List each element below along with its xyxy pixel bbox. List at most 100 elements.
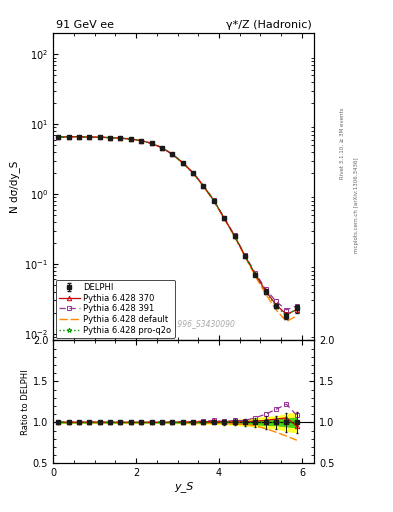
- Pythia 6.428 pro-q2o: [77, 134, 81, 140]
- Pythia 6.428 370: [180, 160, 185, 166]
- Pythia 6.428 391: [274, 298, 278, 305]
- Text: 91 GeV ee: 91 GeV ee: [56, 20, 114, 30]
- Pythia 6.428 370: [77, 134, 81, 140]
- Pythia 6.428 pro-q2o: [242, 253, 247, 259]
- X-axis label: y_S: y_S: [174, 481, 193, 492]
- Pythia 6.428 pro-q2o: [108, 135, 112, 141]
- Pythia 6.428 370: [263, 288, 268, 294]
- Pythia 6.428 391: [108, 135, 112, 141]
- Pythia 6.428 370: [139, 138, 143, 144]
- Pythia 6.428 default: [274, 307, 278, 313]
- Pythia 6.428 default: [191, 170, 195, 176]
- Pythia 6.428 default: [77, 134, 81, 140]
- Pythia 6.428 pro-q2o: [149, 140, 154, 146]
- Pythia 6.428 370: [56, 134, 61, 140]
- Pythia 6.428 pro-q2o: [191, 170, 195, 176]
- Line: Pythia 6.428 370: Pythia 6.428 370: [56, 135, 299, 316]
- Pythia 6.428 370: [294, 307, 299, 313]
- Line: Pythia 6.428 pro-q2o: Pythia 6.428 pro-q2o: [56, 134, 299, 318]
- Pythia 6.428 391: [77, 134, 81, 140]
- Pythia 6.428 391: [263, 286, 268, 292]
- Pythia 6.428 370: [66, 134, 71, 140]
- Pythia 6.428 pro-q2o: [87, 134, 92, 140]
- Pythia 6.428 391: [180, 159, 185, 165]
- Pythia 6.428 pro-q2o: [129, 136, 133, 142]
- Legend: DELPHI, Pythia 6.428 370, Pythia 6.428 391, Pythia 6.428 default, Pythia 6.428 p: DELPHI, Pythia 6.428 370, Pythia 6.428 3…: [55, 280, 174, 338]
- Pythia 6.428 370: [160, 144, 164, 151]
- Pythia 6.428 370: [201, 183, 206, 189]
- Pythia 6.428 391: [253, 270, 258, 276]
- Pythia 6.428 default: [149, 140, 154, 146]
- Pythia 6.428 370: [108, 135, 112, 141]
- Pythia 6.428 391: [201, 182, 206, 188]
- Pythia 6.428 391: [160, 144, 164, 151]
- Line: Pythia 6.428 default: Pythia 6.428 default: [58, 137, 297, 322]
- Pythia 6.428 370: [253, 271, 258, 278]
- Pythia 6.428 pro-q2o: [274, 303, 278, 309]
- Pythia 6.428 default: [97, 134, 102, 140]
- Pythia 6.428 391: [139, 138, 143, 144]
- Pythia 6.428 391: [66, 134, 71, 140]
- Pythia 6.428 370: [87, 134, 92, 140]
- Pythia 6.428 default: [160, 145, 164, 151]
- Pythia 6.428 pro-q2o: [284, 313, 289, 319]
- Pythia 6.428 pro-q2o: [160, 145, 164, 151]
- Pythia 6.428 391: [242, 252, 247, 258]
- Pythia 6.428 default: [253, 273, 258, 279]
- Pythia 6.428 pro-q2o: [253, 271, 258, 278]
- Pythia 6.428 391: [118, 135, 123, 141]
- Pythia 6.428 pro-q2o: [97, 134, 102, 140]
- Pythia 6.428 pro-q2o: [118, 135, 123, 141]
- Pythia 6.428 370: [97, 134, 102, 140]
- Line: Pythia 6.428 391: Pythia 6.428 391: [56, 135, 299, 312]
- Pythia 6.428 pro-q2o: [139, 138, 143, 144]
- Pythia 6.428 default: [294, 313, 299, 319]
- Pythia 6.428 pro-q2o: [201, 183, 206, 189]
- Pythia 6.428 default: [139, 138, 143, 144]
- Pythia 6.428 370: [232, 233, 237, 239]
- Pythia 6.428 391: [191, 169, 195, 176]
- Pythia 6.428 370: [149, 140, 154, 146]
- Pythia 6.428 370: [191, 170, 195, 176]
- Pythia 6.428 default: [242, 253, 247, 260]
- Pythia 6.428 default: [108, 135, 112, 141]
- Pythia 6.428 pro-q2o: [170, 151, 174, 157]
- Pythia 6.428 370: [129, 136, 133, 142]
- Pythia 6.428 default: [180, 160, 185, 166]
- Pythia 6.428 391: [87, 134, 92, 140]
- Pythia 6.428 pro-q2o: [66, 134, 71, 140]
- Pythia 6.428 default: [170, 152, 174, 158]
- Pythia 6.428 370: [274, 302, 278, 308]
- Text: mcplots.cern.ch [arXiv:1306.3436]: mcplots.cern.ch [arXiv:1306.3436]: [354, 157, 359, 252]
- Pythia 6.428 391: [56, 134, 61, 140]
- Pythia 6.428 370: [222, 215, 226, 221]
- Pythia 6.428 391: [149, 140, 154, 146]
- Y-axis label: Ratio to DELPHI: Ratio to DELPHI: [21, 369, 30, 435]
- Text: γ*/Z (Hadronic): γ*/Z (Hadronic): [226, 20, 312, 30]
- Pythia 6.428 default: [232, 233, 237, 240]
- Pythia 6.428 391: [284, 307, 289, 313]
- Pythia 6.428 pro-q2o: [56, 134, 61, 140]
- Pythia 6.428 pro-q2o: [180, 160, 185, 166]
- Pythia 6.428 pro-q2o: [263, 289, 268, 295]
- Pythia 6.428 default: [66, 134, 71, 140]
- Pythia 6.428 391: [222, 215, 226, 221]
- Pythia 6.428 370: [242, 252, 247, 259]
- Pythia 6.428 pro-q2o: [222, 215, 226, 221]
- Text: Rivet 3.1.10, ≥ 3M events: Rivet 3.1.10, ≥ 3M events: [340, 108, 345, 179]
- Pythia 6.428 391: [170, 151, 174, 157]
- Pythia 6.428 default: [118, 135, 123, 141]
- Pythia 6.428 370: [211, 197, 216, 203]
- Pythia 6.428 default: [129, 136, 133, 142]
- Pythia 6.428 391: [129, 136, 133, 142]
- Pythia 6.428 370: [170, 151, 174, 157]
- Pythia 6.428 default: [87, 134, 92, 140]
- Text: DELPHI_1996_S3430090: DELPHI_1996_S3430090: [142, 319, 236, 328]
- Pythia 6.428 391: [232, 232, 237, 239]
- Pythia 6.428 370: [284, 311, 289, 317]
- Pythia 6.428 391: [97, 134, 102, 140]
- Pythia 6.428 pro-q2o: [294, 305, 299, 311]
- Pythia 6.428 default: [222, 216, 226, 222]
- Pythia 6.428 391: [294, 303, 299, 309]
- Y-axis label: N dσ/dy_S: N dσ/dy_S: [9, 161, 20, 213]
